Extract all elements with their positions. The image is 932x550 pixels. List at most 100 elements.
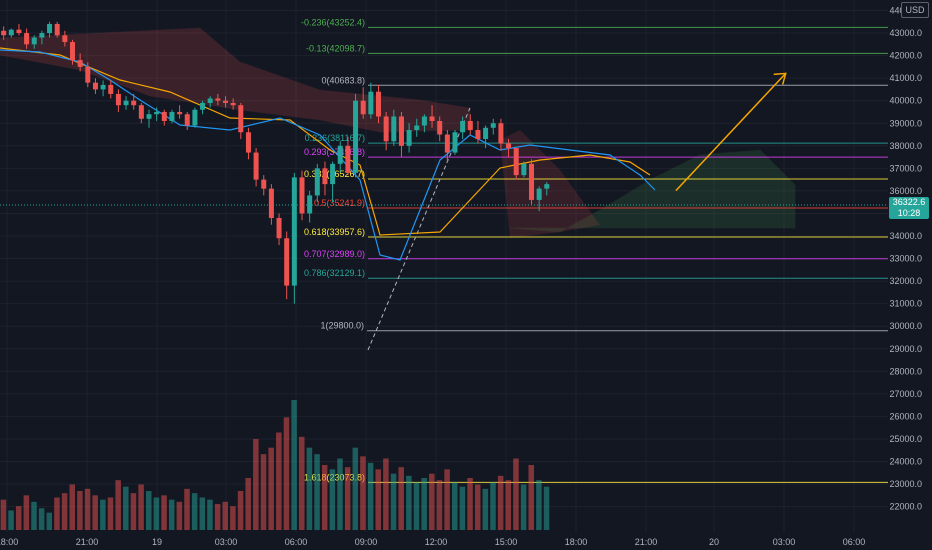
fib-level-label: 1(29800.0) [320,321,364,331]
candle-body [429,116,435,121]
candle-body [330,163,336,185]
price-tick-label: 26000.0 [889,411,922,421]
volume-bar [54,497,60,530]
currency-badge[interactable]: USD [901,2,929,18]
volume-bar [0,499,7,530]
volume-bar [38,508,45,530]
volume-bar [421,478,427,530]
volume-bar [497,475,504,530]
volume-bar [77,491,83,530]
price-tick-label: 43000.0 [889,28,922,38]
candle-body [360,100,366,115]
price-tick-label: 33000.0 [889,254,922,264]
time-axis[interactable]: 18:00 21:00 19 03:00 06:00 09:00 12:00 15:00 18:… [0,537,865,547]
price-tick-label: 27000.0 [889,389,922,399]
price-tick-label: 34000.0 [889,231,922,241]
candle-body [115,93,121,106]
projection-arrow[interactable] [675,72,787,192]
price-tick-label: 41000.0 [889,73,922,83]
price-tick-label: 40000.0 [889,96,922,106]
volume-bar [474,484,481,530]
grid [0,0,888,532]
candle-body [123,100,129,106]
candle-body [353,100,359,173]
candle-body [47,24,53,34]
candle-body [161,111,167,121]
candle-body [245,132,251,153]
candle-body [100,84,106,90]
candle-body [8,29,14,36]
candle-body [299,177,305,214]
candle-body [421,116,427,126]
volume-bar [92,495,98,530]
candle-body [536,188,542,200]
volume-bars [0,400,550,530]
volume-bar [153,497,160,530]
price-tick-label: 29000.0 [889,344,922,354]
volume-bar [367,462,374,530]
ichimoku-cloud [0,27,796,238]
price-tick-label: 39000.0 [889,118,922,128]
candle-body [192,109,198,126]
volume-bar [23,495,30,530]
candle-body [138,105,144,119]
volume-bar [31,501,37,530]
volume-bar [520,484,527,530]
volume-bar [69,484,75,530]
candle-body [108,84,114,94]
candle-body [322,168,328,185]
volume-bar [46,512,53,530]
volume-bar [84,488,91,530]
candle-body [337,145,343,164]
price-axis[interactable]: 22000.0 23000.0 24000.0 25000.0 26000.0 27000… [889,6,922,512]
candle-body [521,163,527,176]
candle-body [223,100,228,103]
volume-bar [138,484,144,530]
candle-body [406,130,412,146]
candle-body [85,66,91,83]
volume-bar [528,465,534,530]
volume-bar [8,510,14,530]
volume-bar [398,467,404,530]
candle-body [31,37,37,45]
candlesticks[interactable] [0,21,550,304]
volume-bar [268,447,274,530]
candle-body [200,102,206,110]
price-tick-label: 31000.0 [889,299,922,309]
time-tick-label: 06:00 [285,537,308,547]
candle-body [506,143,512,149]
candle-body [154,111,160,115]
candle-body [146,114,152,119]
candle-body [452,132,458,153]
fib-level-label: 0.5(35241.9) [314,198,365,208]
volume-bar [513,458,519,530]
cloud-bearish [0,27,471,133]
volume-bar [15,506,22,530]
volume-bar [130,493,137,530]
volume-bar [383,458,389,530]
candle-body [169,111,175,121]
volume-bar [291,400,297,530]
volume-bar [482,488,489,530]
volume-bar [100,499,106,530]
projection-arrow-head [773,72,787,85]
volume-bar [199,497,206,530]
fib-level-label: 0.236(38116.7) [305,133,365,143]
candle-body [444,134,450,153]
candle-body [291,177,297,286]
candle-body [77,60,83,67]
candle-body [39,33,45,38]
volume-bar [245,478,251,530]
price-tick-label: 38000.0 [889,141,922,151]
candle-body [268,188,274,218]
volume-bar [276,432,282,530]
cloud-bullish [509,149,796,233]
time-tick-label: 18:00 [565,537,588,547]
price-tick-label: 22000.0 [889,502,922,512]
indicator-lines [0,47,888,261]
time-tick-label: 21:00 [76,537,99,547]
time-tick-label: 03:00 [773,537,796,547]
candle-body [261,179,267,189]
last-price-timer: 10:28 [897,208,921,218]
